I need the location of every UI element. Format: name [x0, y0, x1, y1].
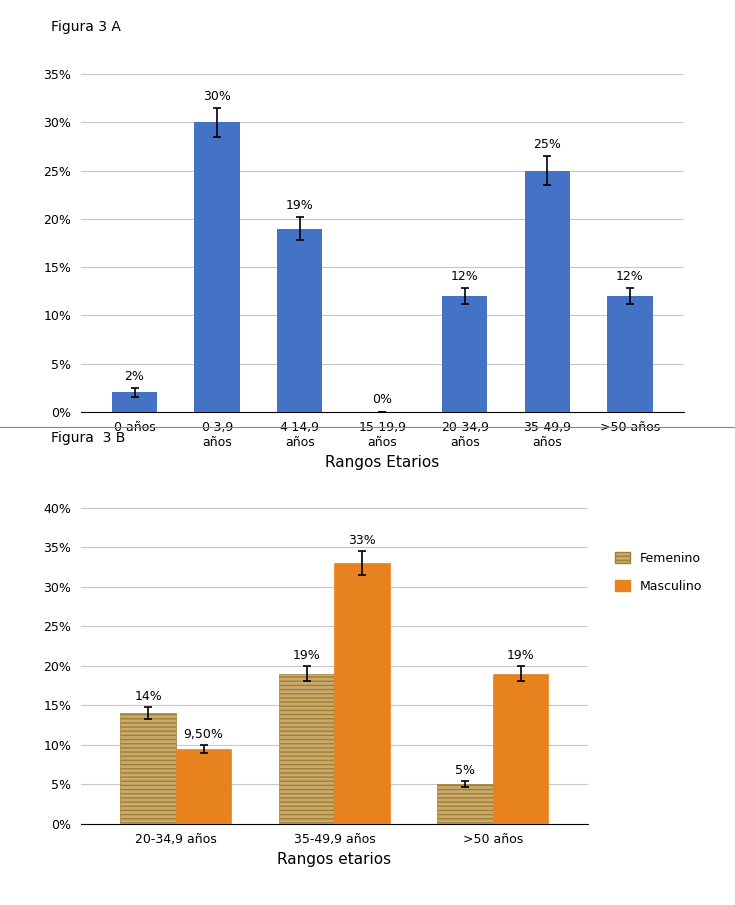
Text: 25%: 25%	[534, 138, 562, 151]
Text: 14%: 14%	[135, 690, 162, 703]
Text: 9,50%: 9,50%	[184, 728, 223, 740]
Bar	[334, 563, 390, 824]
Bar	[112, 393, 157, 412]
X-axis label: Rangos etarios: Rangos etarios	[277, 852, 392, 867]
Text: 2%: 2%	[124, 370, 145, 383]
Bar	[194, 122, 240, 412]
Text: 0%: 0%	[372, 393, 392, 406]
Text: 5%: 5%	[455, 764, 475, 777]
Text: 12%: 12%	[451, 271, 478, 283]
Text: Figura 3 A: Figura 3 A	[51, 20, 121, 33]
Text: 19%: 19%	[506, 649, 534, 662]
Text: 33%: 33%	[348, 534, 376, 548]
Text: 19%: 19%	[286, 199, 314, 212]
Text: Figura  3 B: Figura 3 B	[51, 431, 126, 444]
X-axis label: Rangos Etarios: Rangos Etarios	[325, 455, 440, 470]
Legend: Femenino, Masculino: Femenino, Masculino	[614, 551, 702, 593]
Text: 19%: 19%	[293, 649, 320, 662]
Text: 30%: 30%	[203, 90, 231, 103]
Bar	[525, 171, 570, 412]
Bar	[437, 784, 493, 824]
Bar	[279, 673, 334, 824]
Bar	[493, 673, 548, 824]
Bar	[176, 748, 232, 824]
Bar	[607, 296, 653, 412]
Bar	[442, 296, 487, 412]
Bar	[121, 713, 176, 824]
Text: 12%: 12%	[616, 271, 644, 283]
Bar	[277, 229, 323, 412]
